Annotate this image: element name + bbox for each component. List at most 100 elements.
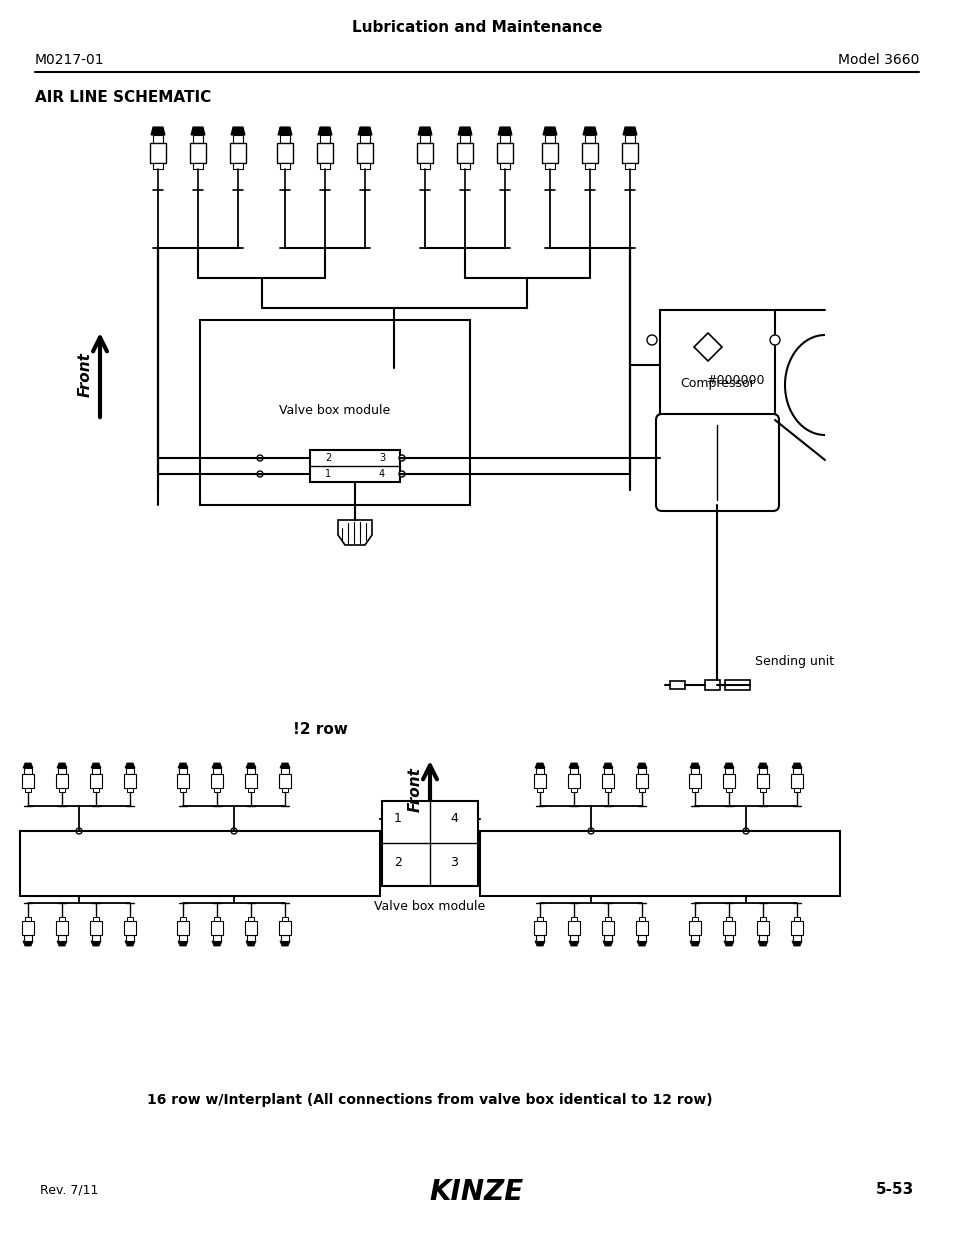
Bar: [724, 680, 749, 690]
Bar: [233, 163, 243, 169]
Bar: [601, 774, 614, 788]
Bar: [126, 935, 133, 941]
Bar: [636, 774, 647, 788]
Circle shape: [76, 827, 82, 834]
Bar: [604, 918, 610, 921]
Text: Compressor: Compressor: [679, 377, 755, 389]
Polygon shape: [723, 763, 733, 768]
Bar: [541, 143, 558, 163]
Bar: [725, 788, 731, 792]
Circle shape: [256, 454, 263, 461]
Bar: [59, 788, 65, 792]
Bar: [278, 774, 291, 788]
Polygon shape: [568, 763, 578, 768]
Bar: [152, 135, 163, 143]
Circle shape: [231, 827, 236, 834]
Bar: [276, 143, 293, 163]
Bar: [150, 143, 166, 163]
Bar: [281, 935, 289, 941]
FancyArrowPatch shape: [93, 337, 107, 417]
Polygon shape: [791, 763, 801, 768]
Bar: [356, 143, 373, 163]
Text: 16 row w/Interplant (All connections from valve box identical to 12 row): 16 row w/Interplant (All connections fro…: [147, 1093, 712, 1107]
Bar: [603, 768, 612, 774]
Bar: [704, 680, 720, 690]
Bar: [792, 768, 801, 774]
Bar: [282, 788, 288, 792]
Bar: [248, 918, 253, 921]
Polygon shape: [246, 763, 255, 768]
Polygon shape: [791, 941, 801, 946]
Polygon shape: [231, 127, 245, 135]
Text: Model 3660: Model 3660: [837, 53, 918, 67]
Bar: [571, 788, 577, 792]
Polygon shape: [212, 941, 222, 946]
Text: M0217-01: M0217-01: [35, 53, 105, 67]
Polygon shape: [23, 941, 33, 946]
Text: 4: 4: [450, 813, 457, 825]
Bar: [584, 135, 595, 143]
Polygon shape: [277, 127, 292, 135]
Bar: [624, 163, 635, 169]
Circle shape: [587, 827, 594, 834]
Bar: [280, 163, 290, 169]
Bar: [419, 135, 430, 143]
Bar: [124, 774, 136, 788]
Bar: [581, 143, 598, 163]
Polygon shape: [125, 763, 135, 768]
Bar: [193, 135, 203, 143]
Text: 1: 1: [394, 813, 401, 825]
Bar: [790, 774, 802, 788]
Bar: [177, 921, 189, 935]
Bar: [659, 310, 774, 420]
Bar: [59, 918, 65, 921]
Polygon shape: [457, 127, 472, 135]
Text: 3: 3: [378, 453, 385, 463]
Bar: [91, 768, 100, 774]
Polygon shape: [535, 941, 544, 946]
Bar: [691, 788, 698, 792]
Text: 4: 4: [378, 469, 385, 479]
Bar: [544, 135, 555, 143]
Bar: [56, 921, 68, 935]
Polygon shape: [280, 763, 290, 768]
Bar: [601, 921, 614, 935]
Bar: [56, 774, 68, 788]
Bar: [211, 921, 223, 935]
Bar: [636, 921, 647, 935]
Circle shape: [742, 827, 748, 834]
Polygon shape: [91, 763, 101, 768]
Polygon shape: [191, 127, 205, 135]
Bar: [459, 135, 470, 143]
Bar: [247, 768, 254, 774]
Bar: [211, 774, 223, 788]
Bar: [233, 135, 243, 143]
Text: Valve box module: Valve box module: [374, 899, 485, 913]
Bar: [245, 921, 256, 935]
Bar: [319, 163, 330, 169]
Bar: [416, 143, 433, 163]
Bar: [567, 921, 579, 935]
Bar: [639, 788, 644, 792]
Bar: [127, 788, 132, 792]
Bar: [24, 768, 32, 774]
Bar: [604, 788, 610, 792]
Bar: [179, 768, 187, 774]
Bar: [213, 788, 220, 792]
Bar: [381, 802, 477, 885]
Bar: [419, 163, 430, 169]
Polygon shape: [568, 941, 578, 946]
Polygon shape: [582, 127, 597, 135]
Bar: [760, 788, 765, 792]
Text: KINZE: KINZE: [430, 1178, 523, 1207]
Bar: [571, 918, 577, 921]
Bar: [759, 935, 766, 941]
Bar: [58, 935, 66, 941]
Polygon shape: [689, 763, 700, 768]
Bar: [792, 935, 801, 941]
Polygon shape: [317, 127, 332, 135]
Text: Sending unit: Sending unit: [754, 656, 833, 668]
Polygon shape: [535, 763, 544, 768]
Text: Front: Front: [407, 768, 422, 813]
Bar: [499, 163, 510, 169]
